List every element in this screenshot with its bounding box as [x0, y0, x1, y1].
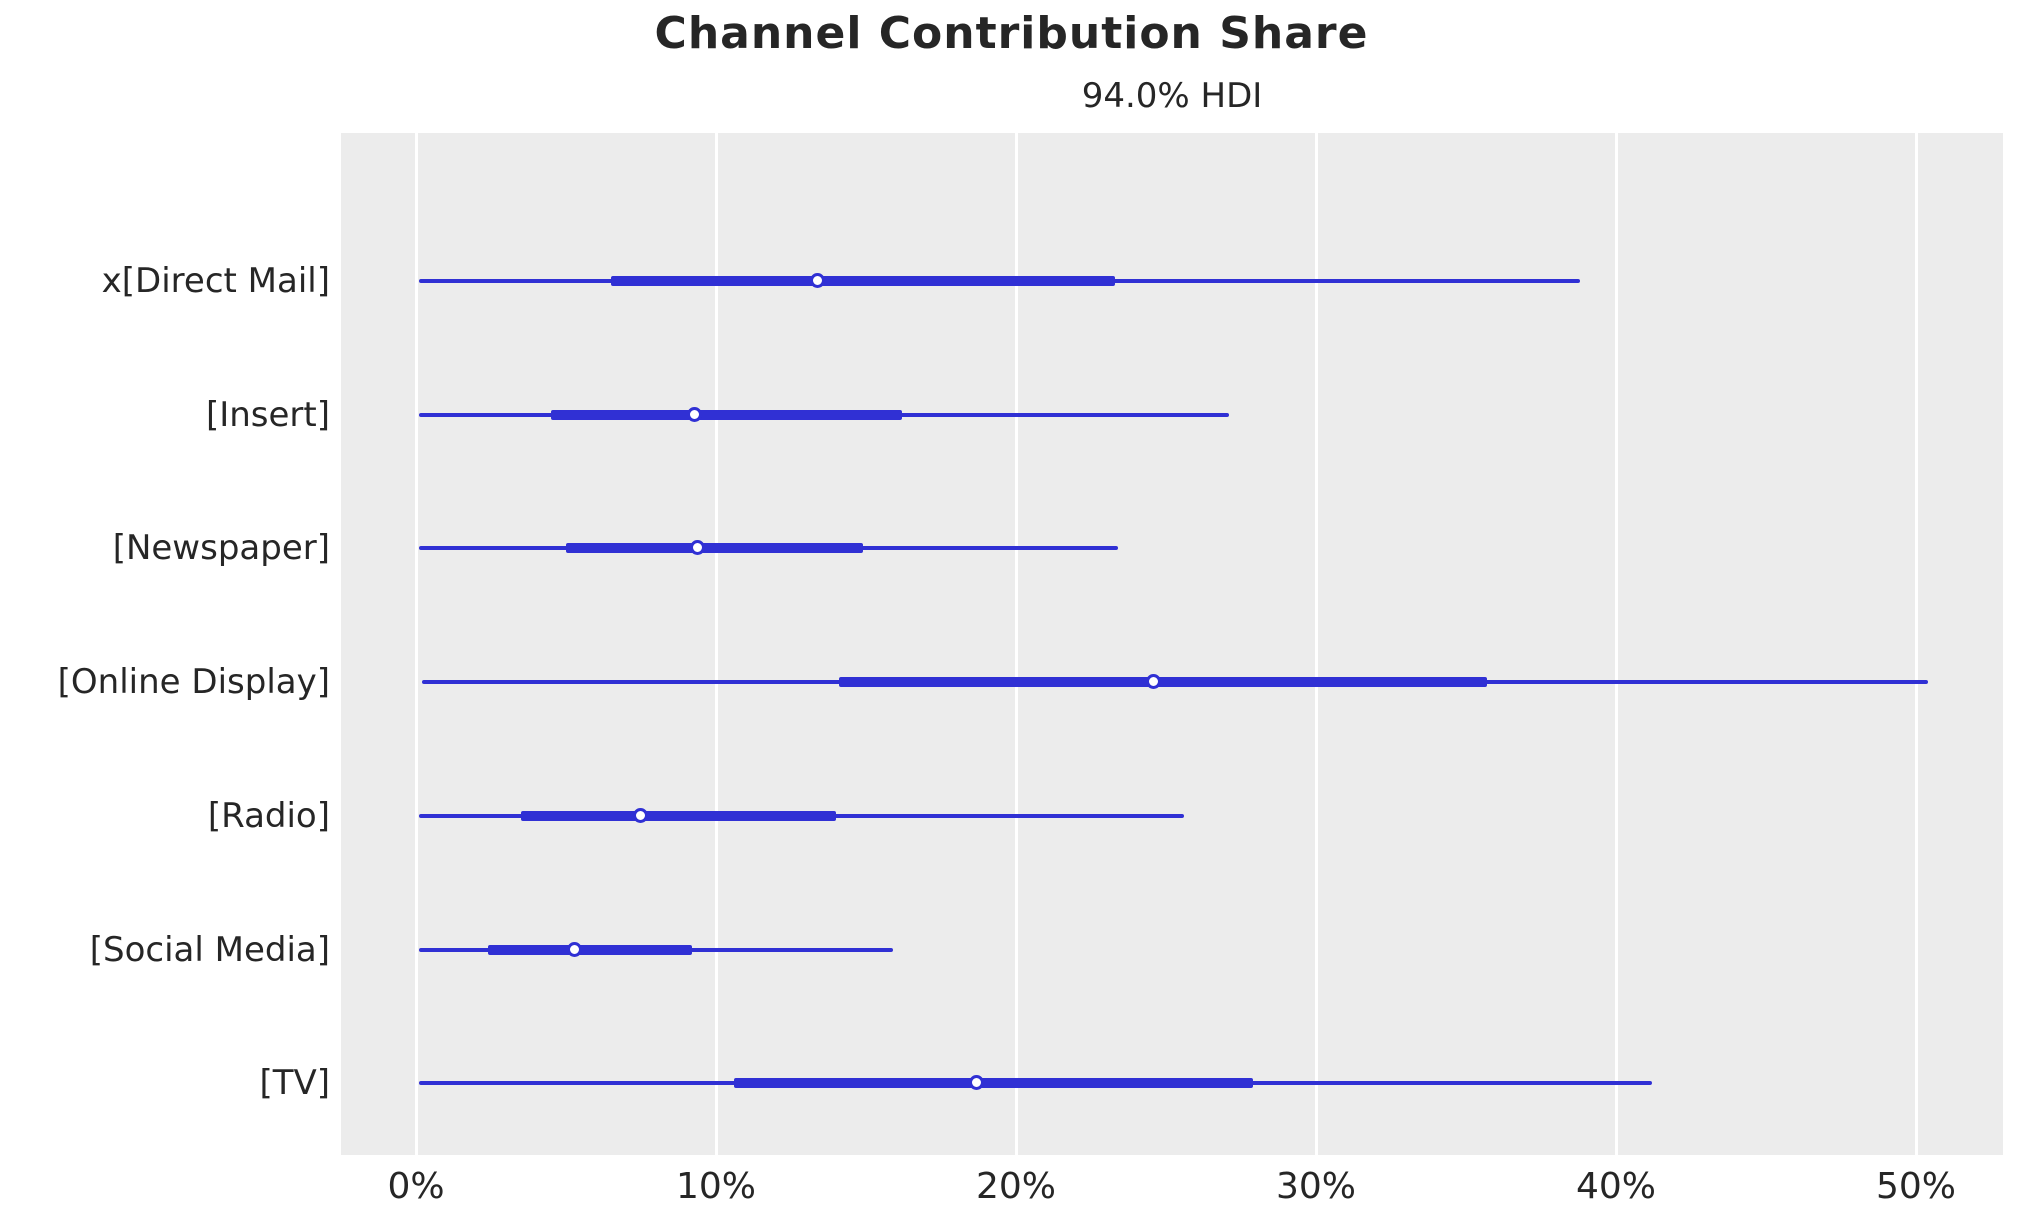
point-estimate-marker — [810, 273, 825, 288]
inner-quartile-line — [551, 409, 902, 420]
x-tick-label: 50% — [1875, 1166, 1957, 1207]
y-axis-label: [Radio] — [207, 795, 330, 836]
point-estimate-marker — [633, 807, 648, 823]
chart-title: Channel Contribution Share — [654, 8, 1369, 59]
y-axis-label: [Online Display] — [57, 662, 330, 703]
gridline — [414, 133, 418, 1155]
inner-quartile-line — [839, 677, 1487, 688]
x-tick-label: 40% — [1575, 1166, 1657, 1207]
inner-quartile-line — [611, 276, 1115, 286]
x-tick-label: 30% — [1275, 1166, 1357, 1207]
point-estimate-marker — [567, 941, 582, 957]
gridline — [1614, 133, 1618, 1155]
y-axis-label: x[Direct Mail] — [101, 261, 330, 301]
y-axis-label: [TV] — [259, 1063, 330, 1104]
point-estimate-marker — [1146, 674, 1161, 690]
inner-quartile-line — [566, 543, 863, 554]
chart-subtitle: 94.0% HDI — [1081, 76, 1263, 116]
y-axis-label: [Insert] — [205, 394, 330, 435]
point-estimate-marker — [969, 1075, 984, 1091]
x-tick-label: 20% — [975, 1166, 1057, 1207]
x-tick-label: 10% — [675, 1166, 757, 1207]
inner-quartile-line — [521, 810, 836, 821]
y-axis-label: [Newspaper] — [112, 528, 330, 569]
y-axis-label: [Social Media] — [89, 929, 330, 970]
inner-quartile-line — [734, 1078, 1253, 1089]
plot-area — [341, 133, 2003, 1155]
x-tick-label: 0% — [387, 1166, 445, 1207]
gridline — [1914, 133, 1918, 1155]
gridline — [1014, 133, 1018, 1155]
point-estimate-marker — [687, 406, 702, 422]
point-estimate-marker — [690, 540, 705, 556]
gridline — [1314, 133, 1318, 1155]
gridline — [714, 133, 718, 1155]
inner-quartile-line — [488, 944, 692, 955]
